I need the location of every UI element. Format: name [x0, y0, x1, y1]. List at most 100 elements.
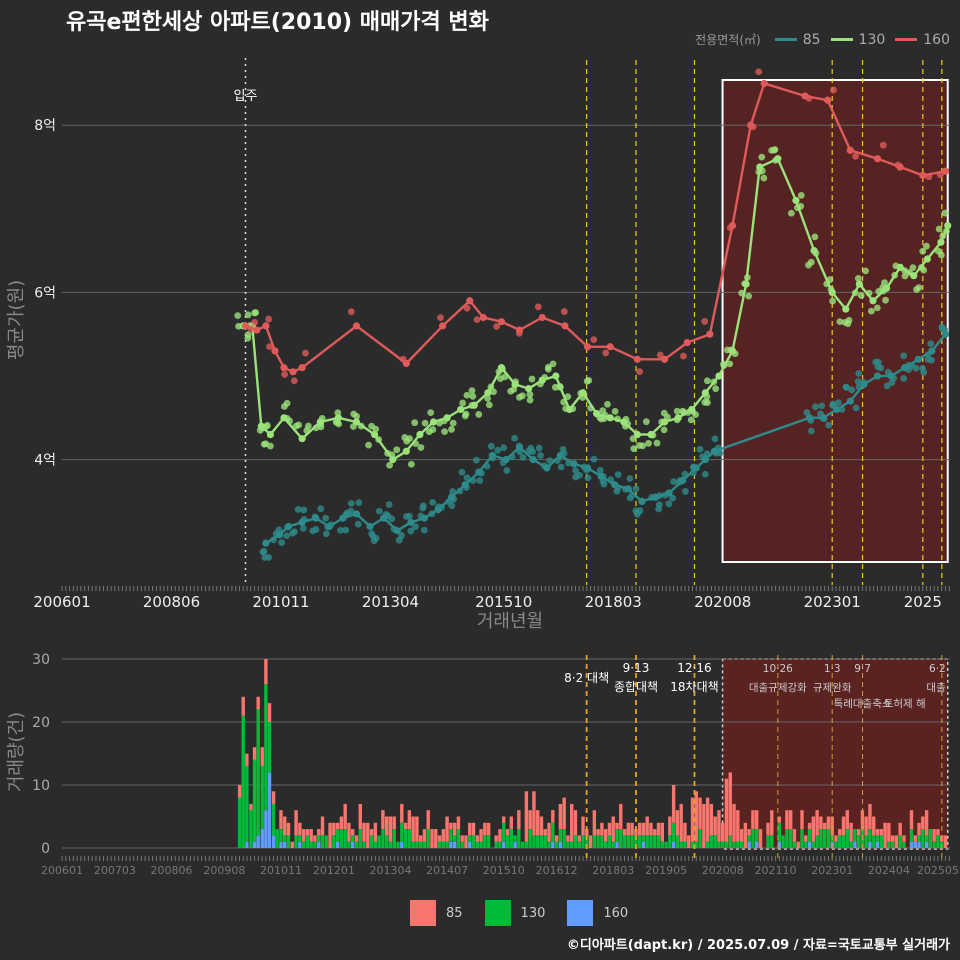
volume-bar-160	[256, 835, 260, 848]
volume-bar-130	[766, 835, 770, 848]
volume-bar-130	[471, 835, 476, 848]
volume-bar-130	[358, 829, 362, 848]
volume-bar-85	[562, 797, 566, 830]
volume-bar-130	[754, 829, 759, 842]
volume-bar-85	[384, 816, 389, 836]
price-y-tick-label: 4억	[34, 453, 56, 469]
volume-bar-130	[592, 835, 597, 848]
volume-bar-130	[603, 841, 608, 848]
price-point-130	[642, 418, 650, 426]
price-point-85	[818, 402, 826, 410]
price-point-85	[924, 356, 932, 363]
volume-bar-85	[569, 803, 574, 842]
volume-bar-85	[585, 829, 589, 836]
price-point-130	[490, 388, 497, 396]
volume-bar-160	[468, 841, 472, 848]
volume-bar-160	[807, 841, 812, 848]
volume-bar-130	[845, 829, 850, 848]
volume-bar-85	[290, 841, 295, 848]
volume-bar-130	[400, 822, 404, 842]
price-point-85	[807, 427, 815, 435]
volume-bar-85	[294, 810, 298, 836]
volume-legend-label-160: 160	[603, 905, 629, 921]
volume-bar-85	[796, 841, 800, 848]
volume-bar-130	[539, 835, 544, 848]
policy-label-name: 대출규제강화	[749, 682, 807, 694]
volume-bar-85	[592, 810, 597, 836]
volume-bar-85	[369, 829, 374, 836]
volume-bar-130	[324, 835, 328, 848]
volume-bar-130	[585, 835, 589, 848]
price-point-130	[417, 444, 425, 451]
legend-item-85[interactable]: 85	[774, 32, 821, 48]
volume-bar-130	[619, 829, 623, 848]
volume-bar-130	[524, 841, 529, 848]
volume-x-tick-label: 202008	[702, 864, 744, 877]
price-point-85	[322, 530, 330, 538]
move-in-label: 입주	[234, 89, 258, 104]
volume-bar-130	[260, 766, 264, 830]
legend-item-160[interactable]: 160	[895, 32, 950, 48]
price-point-85	[420, 526, 428, 534]
price-point-85	[900, 375, 908, 382]
price-point-85	[912, 364, 920, 372]
price-point-130	[920, 266, 928, 274]
price-point-130	[526, 396, 534, 404]
price-point-85	[655, 501, 663, 509]
price-point-85	[938, 323, 946, 331]
volume-bar-130	[800, 829, 804, 848]
volume-bar-130	[286, 835, 291, 848]
volume-bar-85	[494, 835, 498, 842]
volume-legend-item-160[interactable]: 160	[567, 900, 628, 926]
legend-item-130[interactable]: 130	[830, 32, 885, 48]
price-point-130	[687, 416, 695, 424]
price-point-85	[519, 453, 527, 461]
volume-bar-130	[264, 684, 268, 811]
price-point-85	[448, 502, 456, 510]
volume-bar-130	[747, 835, 751, 842]
price-point-130	[386, 461, 393, 469]
price-point-85	[278, 539, 286, 546]
volume-bar-130	[384, 835, 389, 848]
volume-bar-130	[811, 841, 816, 848]
volume-bar-85	[392, 816, 396, 830]
volume-bar-85	[702, 803, 706, 848]
volume-bar-130	[611, 841, 615, 848]
volume-x-tick-label: 202404	[868, 864, 910, 877]
volume-bar-130	[917, 835, 921, 842]
volume-legend-item-85[interactable]: 85	[410, 900, 463, 926]
volume-bar-85	[354, 835, 359, 842]
price-point-130	[485, 401, 493, 409]
volume-bar-85	[921, 816, 925, 830]
price-point-85	[347, 499, 355, 507]
volume-bar-130	[528, 829, 532, 848]
price-point-160	[680, 352, 687, 360]
volume-bar-85	[649, 822, 653, 836]
volume-bar-85	[656, 822, 661, 836]
volume-bar-85	[909, 810, 914, 830]
volume-bar-130	[649, 835, 653, 848]
price-point-130	[645, 439, 652, 447]
price-point-85	[500, 444, 508, 452]
volume-bar-85	[754, 810, 759, 830]
price-point-85	[670, 478, 678, 486]
price-point-130	[421, 419, 429, 427]
price-point-85	[309, 527, 317, 535]
price-point-85	[572, 473, 580, 481]
volume-bar-85	[887, 822, 891, 842]
price-point-130	[411, 419, 419, 427]
volume-bar-130	[868, 829, 872, 842]
volume-legend-item-130[interactable]: 130	[484, 900, 545, 926]
price-point-85	[590, 455, 598, 463]
price-point-130	[260, 440, 268, 448]
volume-bar-85	[252, 747, 257, 760]
volume-bar-130	[736, 841, 740, 848]
volume-bar-130	[875, 835, 880, 842]
volume-swatch-130	[484, 900, 511, 926]
price-point-130	[862, 267, 870, 275]
volume-bar-130	[441, 841, 446, 848]
price-point-130	[909, 264, 917, 272]
volume-bar-130	[785, 829, 789, 848]
volume-bar-130	[902, 841, 906, 848]
volume-bar-130	[626, 835, 631, 848]
